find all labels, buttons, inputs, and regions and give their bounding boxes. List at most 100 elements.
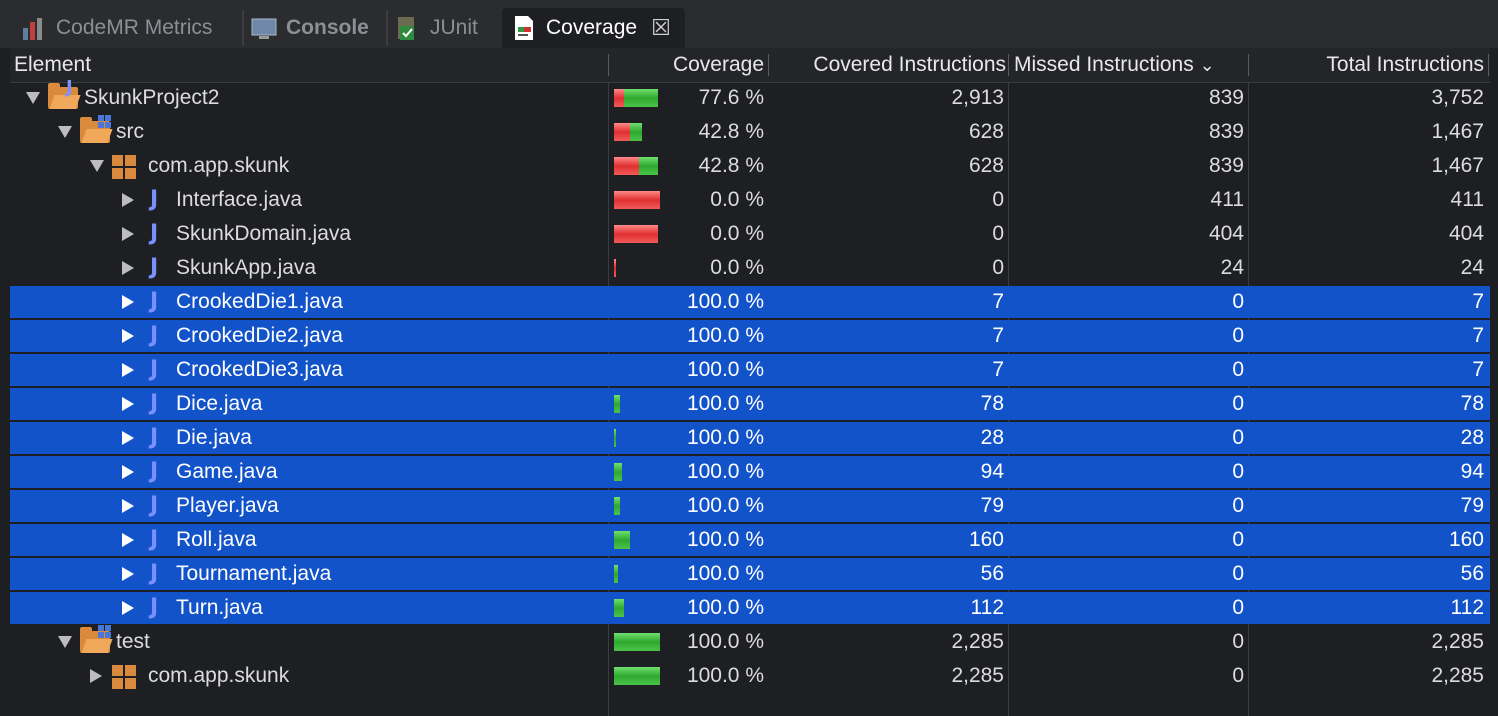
expand-arrow-icon[interactable] [90,669,102,683]
table-row[interactable]: J CrookedDie3.java 100.0 % 7 0 7 [10,354,1490,386]
java-project-icon: J [48,77,81,109]
table-row[interactable]: J Interface.java 0.0 % 0 411 411 [10,184,1490,216]
table-row[interactable]: test 100.0 % 2,285 0 2,285 [10,625,1490,658]
table-row[interactable]: J CrookedDie1.java 100.0 % 7 0 7 [10,286,1490,318]
tab-codemr-metrics[interactable]: CodeMR Metrics [20,8,212,48]
table-row[interactable]: J Die.java 100.0 % 28 0 28 [10,422,1490,454]
expand-arrow-icon[interactable] [122,499,134,513]
collapse-arrow-icon[interactable] [26,92,40,104]
table-row[interactable]: J Turn.java 100.0 % 112 0 112 [10,592,1490,624]
source-folder-icon [80,625,113,653]
coverage-bar [614,633,660,651]
missed-instructions-value: 0 [1232,324,1244,347]
coverage-value: 100.0 % [686,664,764,687]
coverage-value: 77.6 % [698,86,764,109]
covered-instructions-value: 2,285 [951,630,1004,653]
tab-label: Console [286,16,369,39]
expand-arrow-icon[interactable] [122,601,134,615]
table-row[interactable]: J SkunkProject2 77.6 % 2,913 839 3,752 [10,77,1490,114]
element-name: Roll.java [176,528,257,551]
table-row[interactable]: J Player.java 100.0 % 79 0 79 [10,490,1490,522]
collapse-arrow-icon[interactable] [58,636,72,648]
total-instructions-value: 78 [1460,392,1484,415]
column-header-covered-instructions[interactable]: Covered Instructions [813,53,1006,76]
coverage-bar [614,667,660,685]
missed-instructions-value: 0 [1232,460,1244,483]
missed-instructions-value: 0 [1232,596,1244,619]
table-row[interactable]: J SkunkApp.java 0.0 % 0 24 24 [10,252,1490,284]
covered-bar-segment [614,667,660,685]
expand-arrow-icon[interactable] [122,397,134,411]
element-name: Tournament.java [176,562,332,585]
expand-arrow-icon[interactable] [122,193,134,207]
total-instructions-value: 1,467 [1431,154,1484,177]
table-row[interactable]: com.app.skunk 42.8 % 628 839 1,467 [10,150,1490,182]
total-instructions-value: 94 [1460,460,1484,483]
column-divider[interactable] [1248,54,1249,76]
covered-instructions-value: 28 [980,426,1004,449]
table-row[interactable]: J Dice.java 100.0 % 78 0 78 [10,388,1490,420]
table-header: Element Coverage Covered Instructions Mi… [10,48,1490,83]
tab-junit[interactable]: JUnit [394,8,478,48]
java-file-icon: J [150,425,159,450]
element-name: Game.java [176,460,278,483]
coverage-value: 100.0 % [686,630,764,653]
coverage-value: 100.0 % [686,358,764,381]
collapse-arrow-icon[interactable] [90,160,104,172]
expand-arrow-icon[interactable] [122,431,134,445]
covered-bar-segment [614,429,616,447]
expand-arrow-icon[interactable] [122,227,134,241]
tab-console[interactable]: Console [250,8,369,48]
expand-arrow-icon[interactable] [122,295,134,309]
java-file-icon: J [150,595,159,620]
total-instructions-value: 1,467 [1431,120,1484,143]
column-divider[interactable] [1488,54,1489,76]
expand-arrow-icon[interactable] [122,261,134,275]
table-row[interactable]: J CrookedDie2.java 100.0 % 7 0 7 [10,320,1490,352]
total-instructions-value: 160 [1448,528,1484,551]
table-row[interactable]: J Roll.java 100.0 % 160 0 160 [10,524,1490,556]
package-icon [112,155,136,179]
table-row[interactable]: src 42.8 % 628 839 1,467 [10,115,1490,148]
column-divider[interactable] [1008,54,1009,76]
coverage-tree-table[interactable]: J SkunkProject2 77.6 % 2,913 839 3,752 src 42.8… [10,77,1490,694]
expand-arrow-icon[interactable] [122,533,134,547]
total-instructions-value: 7 [1472,358,1484,381]
total-instructions-value: 2,285 [1431,630,1484,653]
total-instructions-value: 2,285 [1431,664,1484,687]
expand-arrow-icon[interactable] [122,329,134,343]
covered-instructions-value: 0 [992,188,1004,211]
total-instructions-value: 404 [1448,222,1484,245]
column-header-total-instructions[interactable]: Total Instructions [1326,53,1484,76]
java-file-icon: J [150,357,159,382]
column-divider[interactable] [608,54,609,76]
table-row[interactable]: com.app.skunk 100.0 % 2,285 0 2,285 [10,660,1490,692]
table-row[interactable]: J Game.java 100.0 % 94 0 94 [10,456,1490,488]
missed-bar-segment [614,191,660,209]
total-instructions-value: 3,752 [1431,86,1484,109]
covered-bar-segment [614,395,620,413]
column-divider[interactable] [768,54,769,76]
expand-arrow-icon[interactable] [122,363,134,377]
element-name: SkunkApp.java [176,256,317,279]
tab-coverage[interactable]: Coverage ☒ [502,8,685,48]
java-file-icon: J [150,459,159,484]
tab-label: CodeMR Metrics [56,16,213,39]
missed-bar-segment [614,123,630,141]
expand-arrow-icon[interactable] [122,465,134,479]
table-row[interactable]: J Tournament.java 100.0 % 56 0 56 [10,558,1490,590]
close-tab-icon[interactable]: ☒ [651,15,671,40]
column-header-missed-instructions[interactable]: Missed Instructions ⌄ [1014,48,1215,82]
collapse-arrow-icon[interactable] [58,126,72,138]
expand-arrow-icon[interactable] [122,567,134,581]
covered-instructions-value: 56 [980,562,1004,585]
missed-instructions-value: 0 [1232,630,1244,653]
coverage-value: 100.0 % [686,324,764,347]
column-header-element[interactable]: Element [14,53,92,76]
table-row[interactable]: J SkunkDomain.java 0.0 % 0 404 404 [10,218,1490,250]
element-name: Turn.java [176,596,263,619]
column-header-coverage[interactable]: Coverage [672,53,764,76]
total-instructions-value: 56 [1460,562,1484,585]
coverage-bar [614,497,620,515]
coverage-value: 100.0 % [686,460,764,483]
